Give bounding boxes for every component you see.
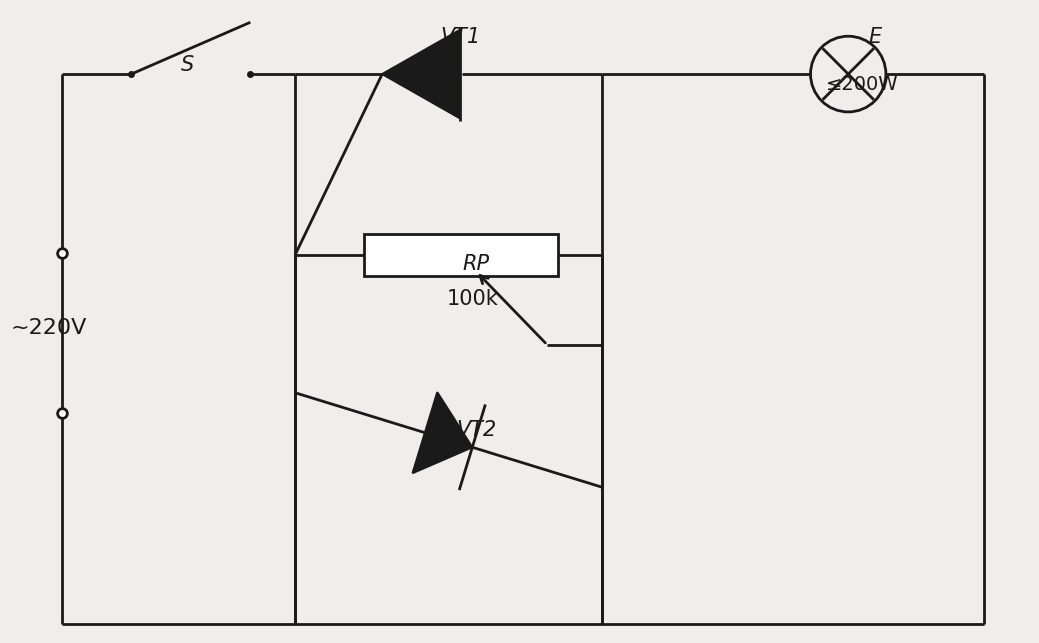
Text: E: E: [869, 26, 881, 46]
Polygon shape: [412, 392, 473, 473]
Text: VT1: VT1: [441, 26, 481, 46]
Text: RP: RP: [462, 254, 489, 274]
Text: VT2: VT2: [456, 421, 497, 440]
Text: ≤200W: ≤200W: [826, 75, 899, 94]
Text: ~220V: ~220V: [10, 318, 87, 338]
Polygon shape: [382, 30, 459, 118]
Text: S: S: [181, 55, 194, 75]
Text: 100k: 100k: [447, 289, 499, 309]
Bar: [365, 235, 558, 276]
